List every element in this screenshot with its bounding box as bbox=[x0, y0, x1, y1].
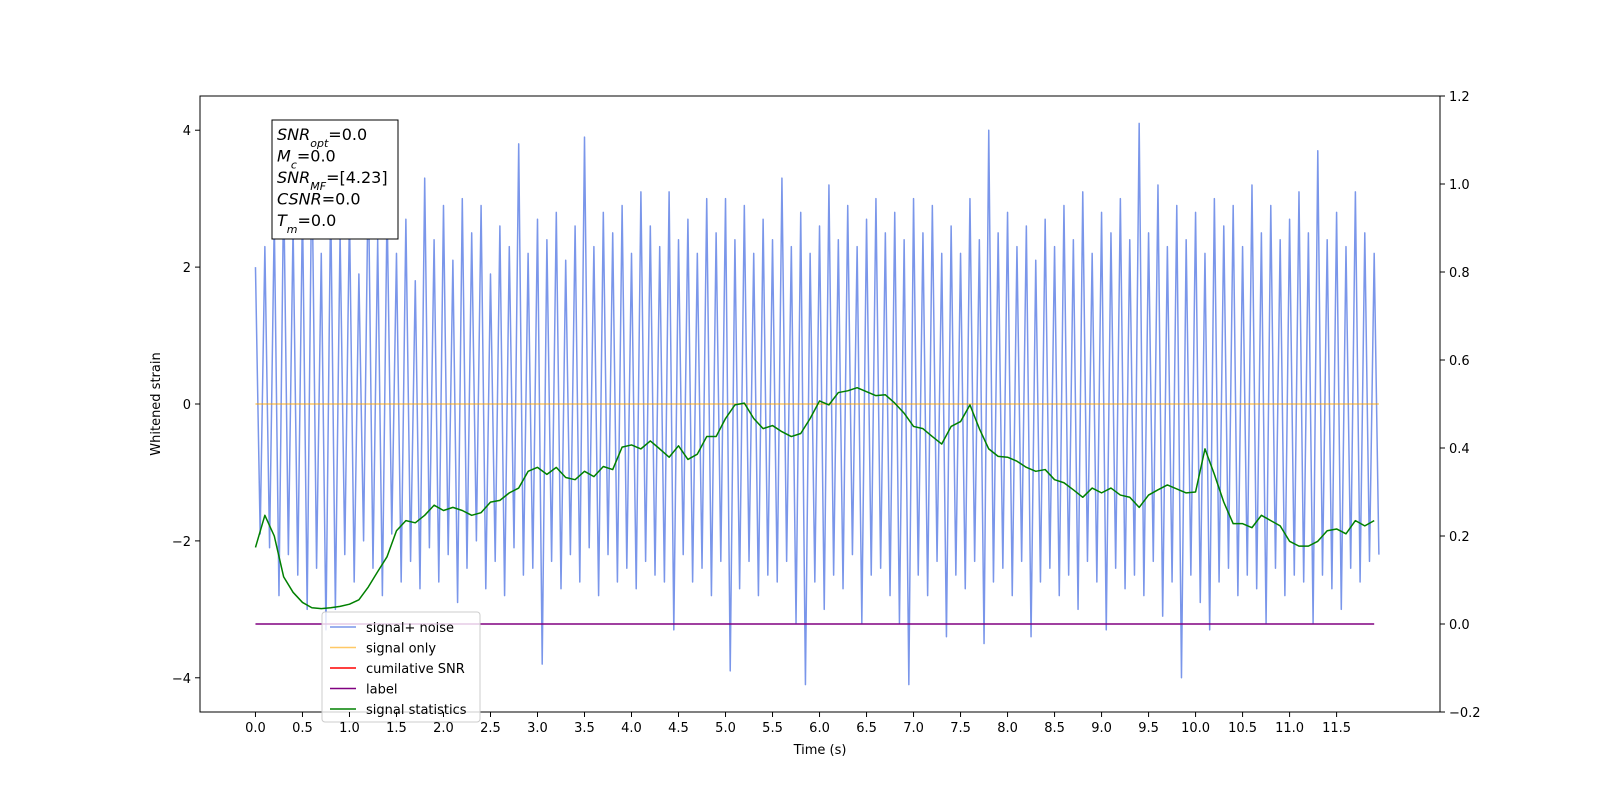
x-tick-label: 0.5 bbox=[292, 721, 313, 736]
legend-label: signal only bbox=[366, 642, 436, 657]
x-tick-label: 7.0 bbox=[903, 721, 924, 736]
x-tick-label: 5.5 bbox=[762, 721, 783, 736]
annotation-value: =0.0 bbox=[297, 147, 336, 166]
annotation-value: =0.0 bbox=[328, 125, 367, 144]
x-tick-label: 2.5 bbox=[480, 721, 501, 736]
x-tick-label: 4.5 bbox=[668, 721, 689, 736]
legend-label: label bbox=[366, 683, 397, 698]
y2-tick-label: 1.2 bbox=[1449, 90, 1470, 105]
legend bbox=[321, 611, 481, 723]
annotation-line: CSNR=0.0 bbox=[277, 190, 361, 209]
x-tick-label: 10.0 bbox=[1181, 721, 1210, 736]
x-tick-label: 8.0 bbox=[997, 721, 1018, 736]
y2-tick-label: 0.2 bbox=[1449, 530, 1470, 545]
y-tick-label: −2 bbox=[172, 535, 191, 550]
annotation-sub: MF bbox=[310, 180, 326, 193]
x-tick-label: 3.0 bbox=[527, 721, 548, 736]
annotation-line: Tm=0.0 bbox=[277, 211, 336, 236]
annotation-name: SNR bbox=[277, 168, 310, 187]
x-tick-label: 6.0 bbox=[809, 721, 830, 736]
y-tick-label: 0 bbox=[183, 398, 191, 413]
x-tick-label: 2.0 bbox=[433, 721, 454, 736]
annotation-sub: c bbox=[291, 158, 297, 171]
x-tick-label: 1.5 bbox=[386, 721, 407, 736]
legend-label: cumilative SNR bbox=[366, 662, 465, 677]
y2-tick-label: 0.6 bbox=[1449, 354, 1470, 369]
annotation-box bbox=[271, 119, 399, 240]
series-line bbox=[254, 386, 1375, 610]
y2-tick-label: 0.0 bbox=[1449, 618, 1470, 633]
x-axis-label: Time (s) bbox=[793, 743, 847, 758]
y-tick-label: −4 bbox=[172, 672, 191, 687]
legend-label: signal+ noise bbox=[366, 621, 454, 636]
x-tick-label: 5.0 bbox=[715, 721, 736, 736]
x-tick-label: 7.5 bbox=[950, 721, 971, 736]
annotation-name: SNR bbox=[277, 125, 310, 144]
y2-tick-label: 0.8 bbox=[1449, 266, 1470, 281]
x-tick-label: 4.0 bbox=[621, 721, 642, 736]
legend-entries: signal+ noise signal only cumilative SNR la… bbox=[330, 621, 467, 718]
annotation: SNRopt=0.0Mc=0.0SNRMF=[4.23]CSNR=0.0Tm=0… bbox=[277, 125, 388, 236]
y-tick-label: 2 bbox=[183, 261, 191, 276]
annotation-value: =0.0 bbox=[298, 211, 337, 230]
y2-tick-label: 0.4 bbox=[1449, 442, 1470, 457]
annotation-value: =0.0 bbox=[322, 190, 361, 209]
annotation-name: T bbox=[277, 211, 288, 230]
y-axis-label: Whitened strain bbox=[149, 352, 164, 455]
annotation-name: CSNR bbox=[277, 190, 322, 209]
annotation-name: M bbox=[277, 147, 291, 166]
annotation-value: =[4.23] bbox=[326, 168, 388, 187]
annotation-line: SNRMF=[4.23] bbox=[277, 168, 388, 193]
annotation-sub: m bbox=[287, 223, 298, 236]
legend-label: signal statistics bbox=[366, 703, 467, 718]
x-tick-label: 1.0 bbox=[339, 721, 360, 736]
y2-tick-label: 1.0 bbox=[1449, 178, 1470, 193]
y2-tick-label: −0.2 bbox=[1449, 706, 1481, 721]
x-tick-label: 3.5 bbox=[574, 721, 595, 736]
x-tick-label: 11.5 bbox=[1322, 721, 1351, 736]
x-tick-label: 9.5 bbox=[1138, 721, 1159, 736]
x-tick-label: 0.0 bbox=[245, 721, 266, 736]
annotation-line: SNRopt=0.0 bbox=[277, 125, 367, 150]
x-tick-label: 8.5 bbox=[1044, 721, 1065, 736]
x-tick-label: 11.0 bbox=[1275, 721, 1304, 736]
annotation-sub: opt bbox=[310, 137, 329, 150]
x-tick-label: 10.5 bbox=[1228, 721, 1257, 736]
x-tick-label: 6.5 bbox=[856, 721, 877, 736]
y-tick-label: 4 bbox=[183, 124, 191, 139]
x-tick-label: 9.0 bbox=[1091, 721, 1112, 736]
annotation-line: Mc=0.0 bbox=[277, 147, 336, 172]
